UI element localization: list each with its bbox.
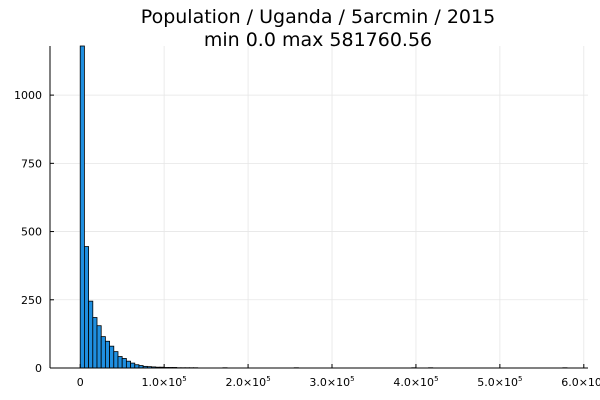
y-tick-label: 0 (35, 362, 42, 375)
histogram-bar (79, 45, 85, 369)
grid-lines (50, 46, 588, 369)
y-tick-label: 750 (21, 157, 42, 170)
histogram-bar (100, 336, 106, 369)
x-tick-label: 0 (77, 376, 84, 389)
x-tick-label: 4.0×105 (393, 375, 438, 389)
histogram-bar (130, 362, 136, 369)
histogram-bar (84, 246, 90, 369)
axes (49, 46, 588, 369)
histogram-bar (117, 356, 123, 369)
x-tick-label: 6.0×105 (561, 375, 600, 389)
x-tick-label: 2.0×105 (225, 375, 270, 389)
histogram-bar (125, 360, 131, 369)
y-tick-label: 250 (21, 294, 42, 307)
x-tick-label: 3.0×105 (309, 375, 354, 389)
histogram-bar (92, 317, 98, 369)
histogram-bar (88, 300, 94, 369)
y-tick-label: 500 (21, 226, 42, 239)
histogram-bar (104, 340, 110, 369)
chart-title: Population / Uganda / 5arcmin / 2015 (141, 6, 495, 28)
histogram-bar (113, 351, 119, 369)
histogram-bar (109, 345, 115, 369)
histogram-bar (96, 325, 102, 369)
y-tick-label: 1000 (14, 89, 42, 102)
y-axis-ticks: 0 250 500 750 1000 (14, 89, 54, 375)
x-tick-label: 5.0×105 (477, 375, 522, 389)
chart-subtitle: min 0.0 max 581760.56 (204, 29, 432, 51)
x-axis-ticks: 0 1.0×105 2.0×105 3.0×105 4.0×105 5.0×105 6.0×… (77, 364, 600, 389)
x-tick-label: 1.0×105 (142, 375, 187, 389)
histogram-bars (79, 45, 568, 369)
histogram-bar (121, 358, 127, 369)
